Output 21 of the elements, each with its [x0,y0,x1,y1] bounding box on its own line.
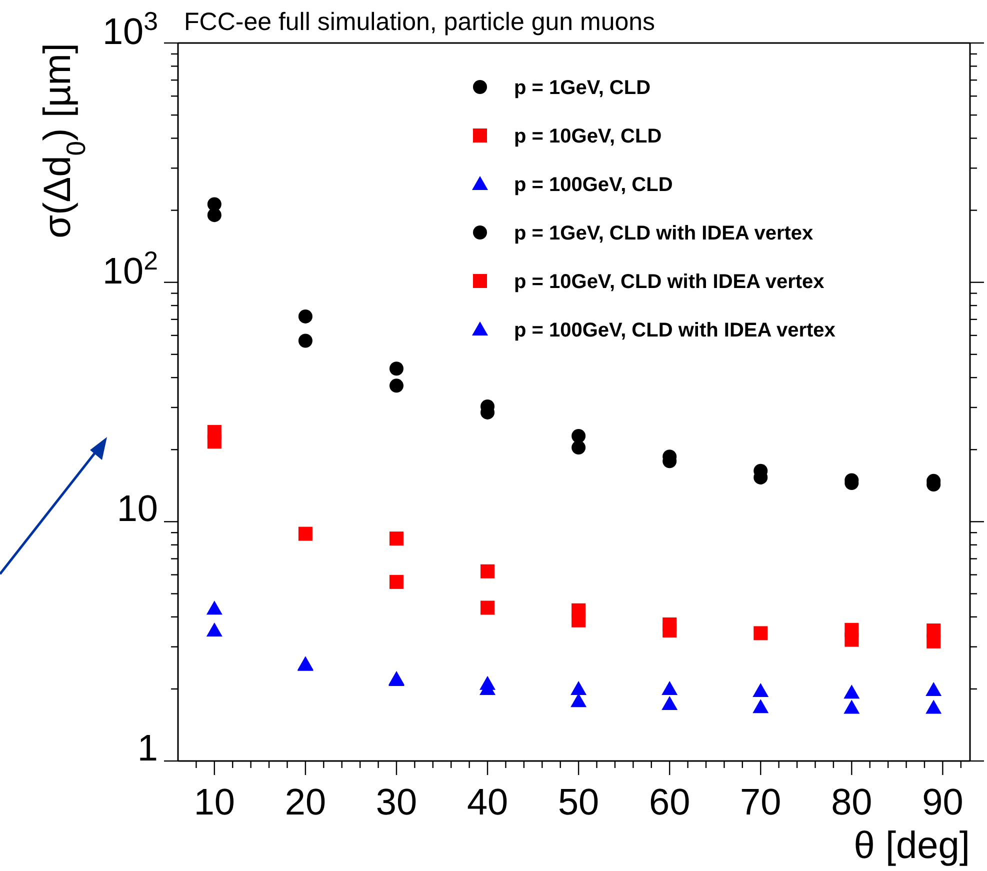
chart-title: FCC-ee full simulation, particle gun muons [184,8,656,36]
x-tick-label: 20 [284,781,326,822]
y-tick-label: 1 [137,728,158,769]
x-tick-label: 70 [740,781,782,822]
legend-label: p = 1GeV, CLD with IDEA vertex [514,222,814,244]
x-tick-label: 60 [649,781,690,822]
x-tick-label: 80 [831,781,872,822]
y-tick-label: 10 [116,488,158,530]
legend-label: p = 100GeV, CLD with IDEA vertex [514,320,836,342]
y-tick-label: 10$^{2}$ [102,247,158,292]
legend-label: p = 10GeV, CLD [514,126,662,148]
x-tick-label: 30 [376,781,418,822]
x-tick-label: 50 [558,781,600,822]
legend-label: p = 1GeV, CLD [514,77,651,99]
legend-label: p = 10GeV, CLD with IDEA vertex [514,271,824,293]
x-tick-label: 40 [466,781,508,822]
x-tick-label: 10 [194,781,235,822]
y-tick-label: 10$^{3}$ [102,8,158,52]
x-tick-label: 90 [922,781,964,822]
x-axis-title: θ [deg] [854,825,970,867]
legend-label: p = 100GeV, CLD [514,174,673,196]
